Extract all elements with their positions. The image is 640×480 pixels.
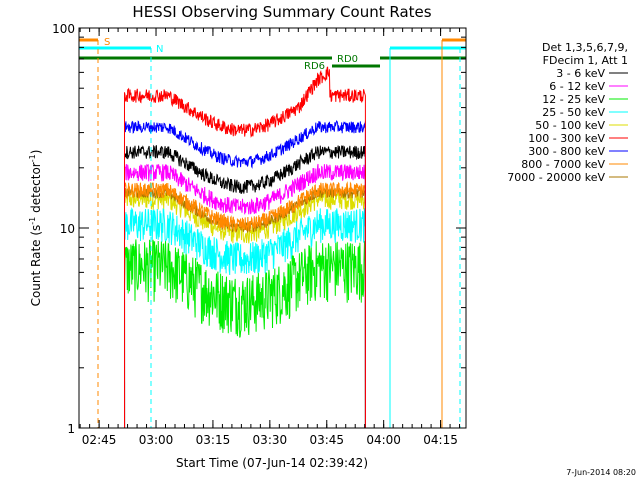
- y-tick-label: 1: [67, 422, 75, 436]
- series-line: [124, 188, 366, 428]
- x-tick-label: 03:30: [253, 433, 288, 447]
- series-layer: [123, 66, 366, 428]
- series-line: [124, 66, 366, 428]
- flag-layer: [79, 38, 466, 428]
- x-tick-label: 04:15: [423, 433, 458, 447]
- legend-label: 6 - 12 keV: [549, 80, 605, 93]
- legend-label: 3 - 6 keV: [556, 67, 605, 80]
- series-line: [123, 239, 366, 428]
- x-axis-label: Start Time (07-Jun-14 02:39:42): [176, 456, 368, 470]
- legend-title-line-2: FDecim 1, Att 1: [543, 54, 628, 67]
- series-line: [124, 163, 366, 428]
- x-axis: 02:45 03:00 03:15 03:30 03:45 04:00 04:15: [79, 28, 461, 447]
- legend-label: 100 - 300 keV: [528, 132, 605, 145]
- y-tick-label: 100: [52, 22, 75, 36]
- x-tick-label: 03:00: [139, 433, 174, 447]
- x-tick-label: 02:45: [82, 433, 117, 447]
- x-tick-label: 03:15: [196, 433, 231, 447]
- series-line: [123, 120, 366, 428]
- flag-rd6-label: RD6: [304, 61, 325, 72]
- flag-n-label: N: [156, 44, 163, 55]
- y-tick-label: 10: [60, 222, 75, 236]
- legend: Det 1,3,5,6,7,9, FDecim 1, Att 1 3 - 6 k…: [507, 41, 628, 184]
- x-tick-label: 03:45: [309, 433, 344, 447]
- y-axis: 1 10 100: [52, 22, 466, 436]
- legend-label: 50 - 100 keV: [535, 119, 605, 132]
- legend-label: 25 - 50 keV: [542, 106, 605, 119]
- legend-label: 7000 - 20000 keV: [507, 171, 605, 184]
- series-line: [123, 181, 366, 428]
- timestamp: 7-Jun-2014 08:20: [566, 468, 636, 477]
- chart-title: HESSI Observing Summary Count Rates: [132, 3, 431, 21]
- flag-s-label: S: [104, 37, 110, 48]
- legend-label: 12 - 25 keV: [542, 93, 605, 106]
- series-line: [124, 207, 366, 428]
- series-line: [123, 144, 366, 428]
- x-tick-label: 04:00: [366, 433, 401, 447]
- y-axis-label: Count Rate (s-1 detector-1): [28, 150, 43, 307]
- legend-label: 800 - 7000 keV: [521, 158, 605, 171]
- legend-label: 300 - 800 keV: [528, 145, 605, 158]
- flag-rd0-label: RD0: [337, 54, 358, 65]
- legend-title-line-1: Det 1,3,5,6,7,9,: [542, 41, 628, 54]
